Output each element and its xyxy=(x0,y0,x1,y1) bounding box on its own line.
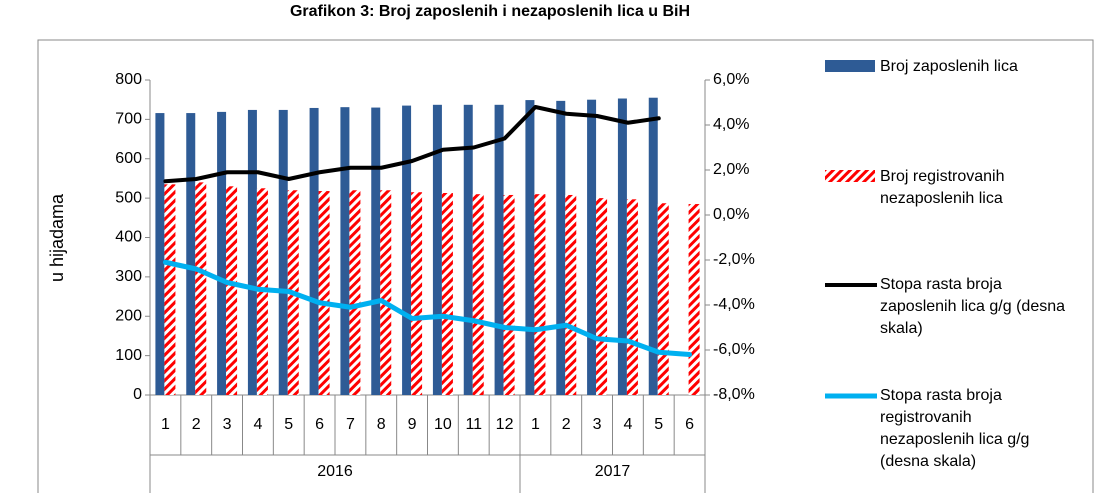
y-tick-label: 300 xyxy=(115,268,142,285)
legend-label: Stopa rasta broja registrovanih nezaposl… xyxy=(880,387,1030,470)
bar xyxy=(195,182,207,395)
bar xyxy=(164,184,176,395)
x-tick-label: 3 xyxy=(223,416,232,433)
bar xyxy=(247,109,257,396)
x-tick-label: 10 xyxy=(434,416,452,433)
x-tick-label: 6 xyxy=(685,416,694,433)
x-tick-label: 11 xyxy=(465,416,482,433)
y-tick-label: 0 xyxy=(133,386,142,403)
bar xyxy=(556,100,566,396)
x-tick-label: 7 xyxy=(346,416,355,433)
x-tick-label: 12 xyxy=(496,416,514,433)
bar xyxy=(463,104,473,396)
bar xyxy=(617,98,627,395)
bar xyxy=(648,97,658,395)
y-tick-label: 400 xyxy=(115,229,142,246)
y2-tick-label: -4,0% xyxy=(713,296,755,313)
y-tick-label: 100 xyxy=(115,347,142,364)
y2-tick-label: 0,0% xyxy=(713,206,749,223)
bar xyxy=(441,193,453,395)
x-tick-label: 8 xyxy=(377,416,386,433)
x-tick-label: 4 xyxy=(623,416,632,433)
legend-label: Broj zaposlenih lica xyxy=(880,58,1018,75)
x-group-label: 2017 xyxy=(595,463,631,480)
x-tick-label: 4 xyxy=(253,416,262,433)
y2-tick-label: 6,0% xyxy=(713,71,749,88)
y-tick-label: 500 xyxy=(115,189,142,206)
bar xyxy=(402,105,412,395)
bar xyxy=(278,109,288,396)
bar xyxy=(626,199,638,395)
legend-label: Broj registrovanih nezaposlenih lica xyxy=(880,168,1005,207)
legend-swatch xyxy=(825,170,875,182)
y-tick-label: 200 xyxy=(115,307,142,324)
y-tick-label: 600 xyxy=(115,150,142,167)
x-group-label: 2016 xyxy=(317,463,353,480)
bar xyxy=(587,99,597,395)
bar xyxy=(472,194,484,395)
x-tick-label: 1 xyxy=(161,416,170,433)
bar xyxy=(503,194,515,395)
bar xyxy=(371,107,381,395)
line xyxy=(163,105,661,184)
y2-tick-label: -8,0% xyxy=(713,386,755,403)
legend-label: Stopa rasta broja zaposlenih lica g/g (d… xyxy=(880,276,1066,337)
bar xyxy=(432,104,442,396)
bar xyxy=(340,107,350,395)
x-tick-label: 3 xyxy=(593,416,602,433)
bar xyxy=(565,194,577,395)
chart-title: Grafikon 3: Broj zaposlenih i nezaposlen… xyxy=(290,3,690,20)
x-tick-label: 2 xyxy=(562,416,571,433)
bar xyxy=(380,190,392,395)
bar xyxy=(494,104,504,396)
bar xyxy=(596,198,608,395)
bar xyxy=(534,194,546,395)
y2-tick-label: 4,0% xyxy=(713,116,749,133)
line xyxy=(162,259,693,357)
x-tick-label: 9 xyxy=(408,416,417,433)
x-tick-label: 5 xyxy=(284,416,293,433)
x-tick-label: 5 xyxy=(654,416,663,433)
bar xyxy=(309,107,319,396)
bar xyxy=(226,186,238,395)
bar xyxy=(525,100,535,396)
legend-swatch xyxy=(825,60,875,72)
bar xyxy=(186,113,196,395)
x-tick-label: 2 xyxy=(192,416,201,433)
bar xyxy=(688,204,700,395)
y-tick-label: 800 xyxy=(115,71,142,88)
bar xyxy=(411,192,423,395)
bar xyxy=(349,190,361,395)
x-tick-label: 6 xyxy=(315,416,324,433)
y-axis-label: u hijadama xyxy=(47,193,67,282)
x-tick-label: 1 xyxy=(531,416,540,433)
y2-tick-label: 2,0% xyxy=(713,161,749,178)
y2-tick-label: -2,0% xyxy=(713,251,755,268)
bar xyxy=(155,113,165,395)
bar xyxy=(217,111,227,396)
y2-tick-label: -6,0% xyxy=(713,341,755,358)
bar xyxy=(318,191,330,395)
frame xyxy=(37,39,1094,493)
y-tick-label: 700 xyxy=(115,111,142,128)
bar xyxy=(657,203,669,395)
